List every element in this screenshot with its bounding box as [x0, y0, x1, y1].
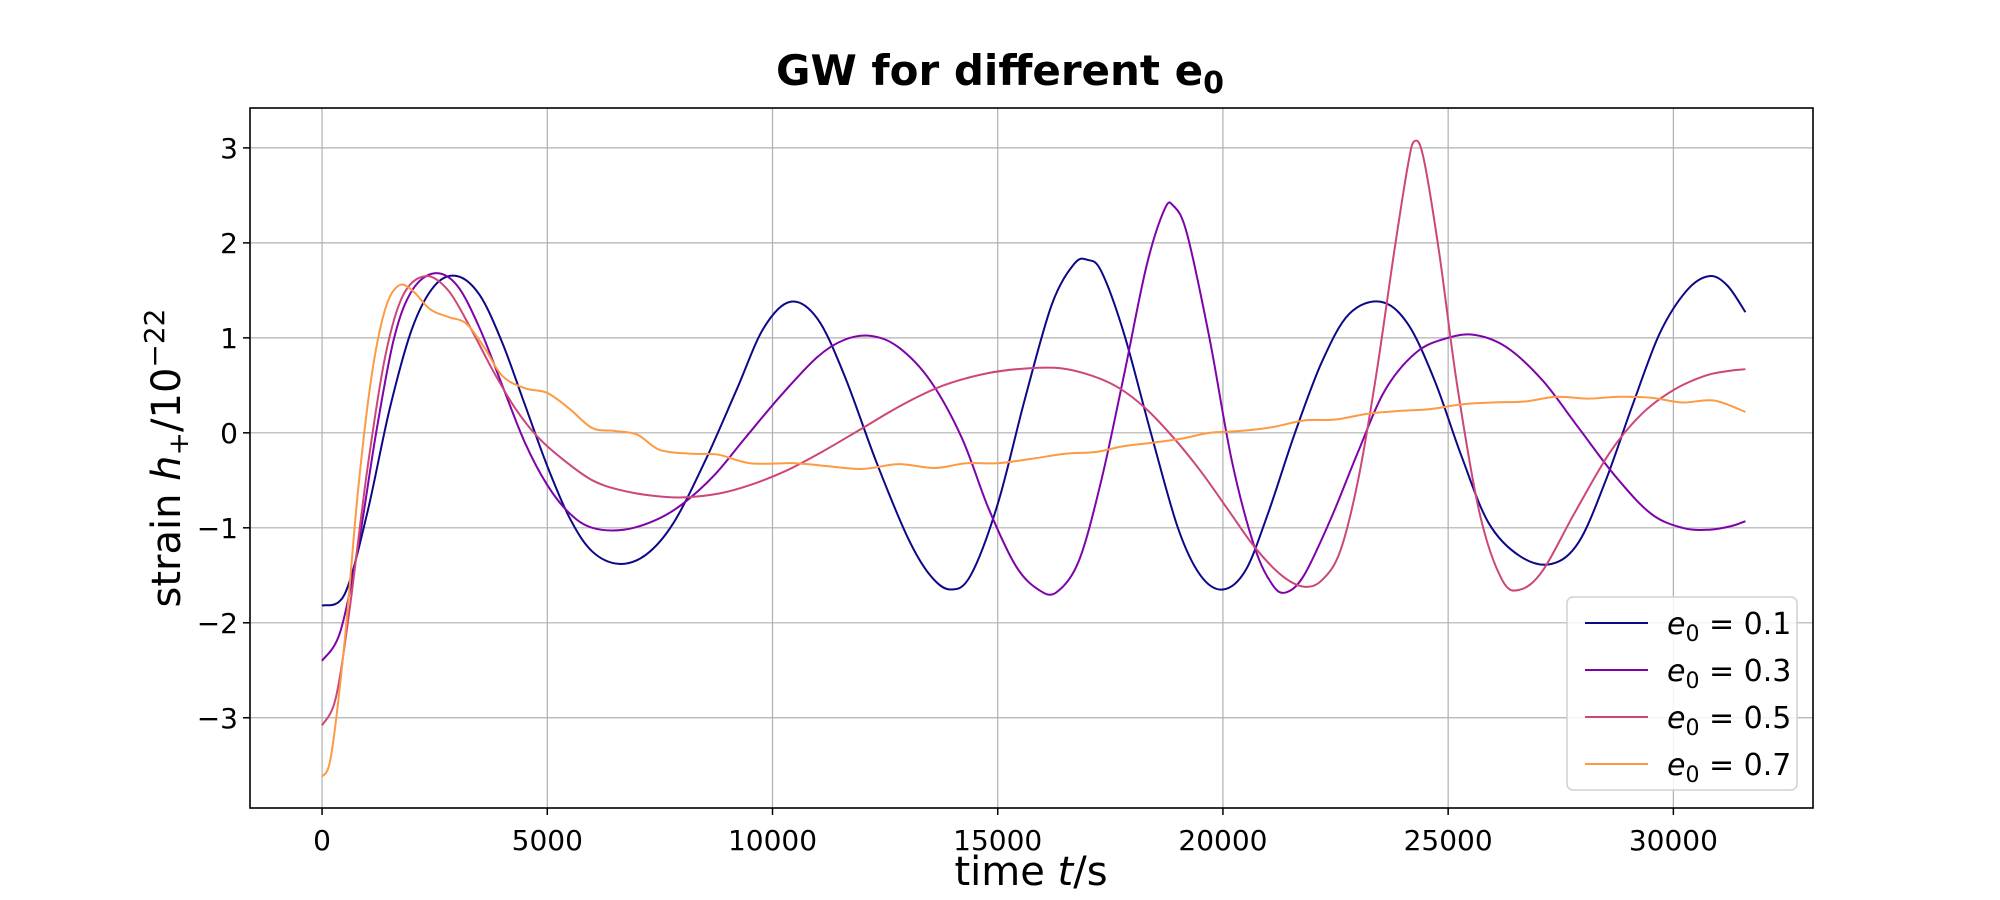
legend-label: e0 = 0.1 [1667, 607, 1791, 647]
legend-box [1566, 596, 1798, 791]
y-tick-label: 3 [220, 132, 238, 165]
x-tick-label: 25000 [1404, 824, 1493, 857]
x-tick-label: 5000 [512, 824, 583, 857]
y-tick-label: 0 [220, 417, 238, 450]
x-axis-ticks: 0 5000 10000 15000 20000 25000 30000 [313, 808, 1718, 857]
y-tick-label: −3 [197, 702, 238, 735]
legend: e0 = 0.1 e0 = 0.3 e0 = 0.5 e0 = 0.7 [1566, 596, 1798, 791]
series-line-1 [321, 257, 1747, 607]
plot-frame [249, 107, 1814, 809]
y-axis-ticks: −3 −2 −1 0 1 2 3 [197, 132, 250, 735]
y-tick-label: −2 [197, 607, 238, 640]
y-tick-label: −1 [197, 512, 238, 545]
y-tick-label: 1 [220, 322, 238, 355]
gridlines [250, 108, 1813, 808]
series-line-2 [321, 201, 1746, 662]
x-tick-label: 15000 [953, 824, 1042, 857]
legend-label: e0 = 0.5 [1667, 701, 1791, 741]
x-tick-label: 30000 [1629, 824, 1718, 857]
x-axis-label: time t/s [954, 849, 1107, 895]
x-tick-label: 10000 [728, 824, 817, 857]
x-tick-label: 20000 [1178, 824, 1267, 857]
series-lines [321, 139, 1747, 778]
legend-label: e0 = 0.3 [1667, 654, 1791, 694]
x-tick-label: 0 [313, 824, 331, 857]
legend-label: e0 = 0.7 [1667, 748, 1791, 788]
y-axis-label: strain h+/10−22 [138, 309, 195, 608]
series-line-3 [321, 139, 1746, 726]
series-line-4 [321, 283, 1746, 778]
y-tick-label: 2 [220, 227, 238, 260]
chart-title: GW for different e0 [776, 46, 1224, 101]
